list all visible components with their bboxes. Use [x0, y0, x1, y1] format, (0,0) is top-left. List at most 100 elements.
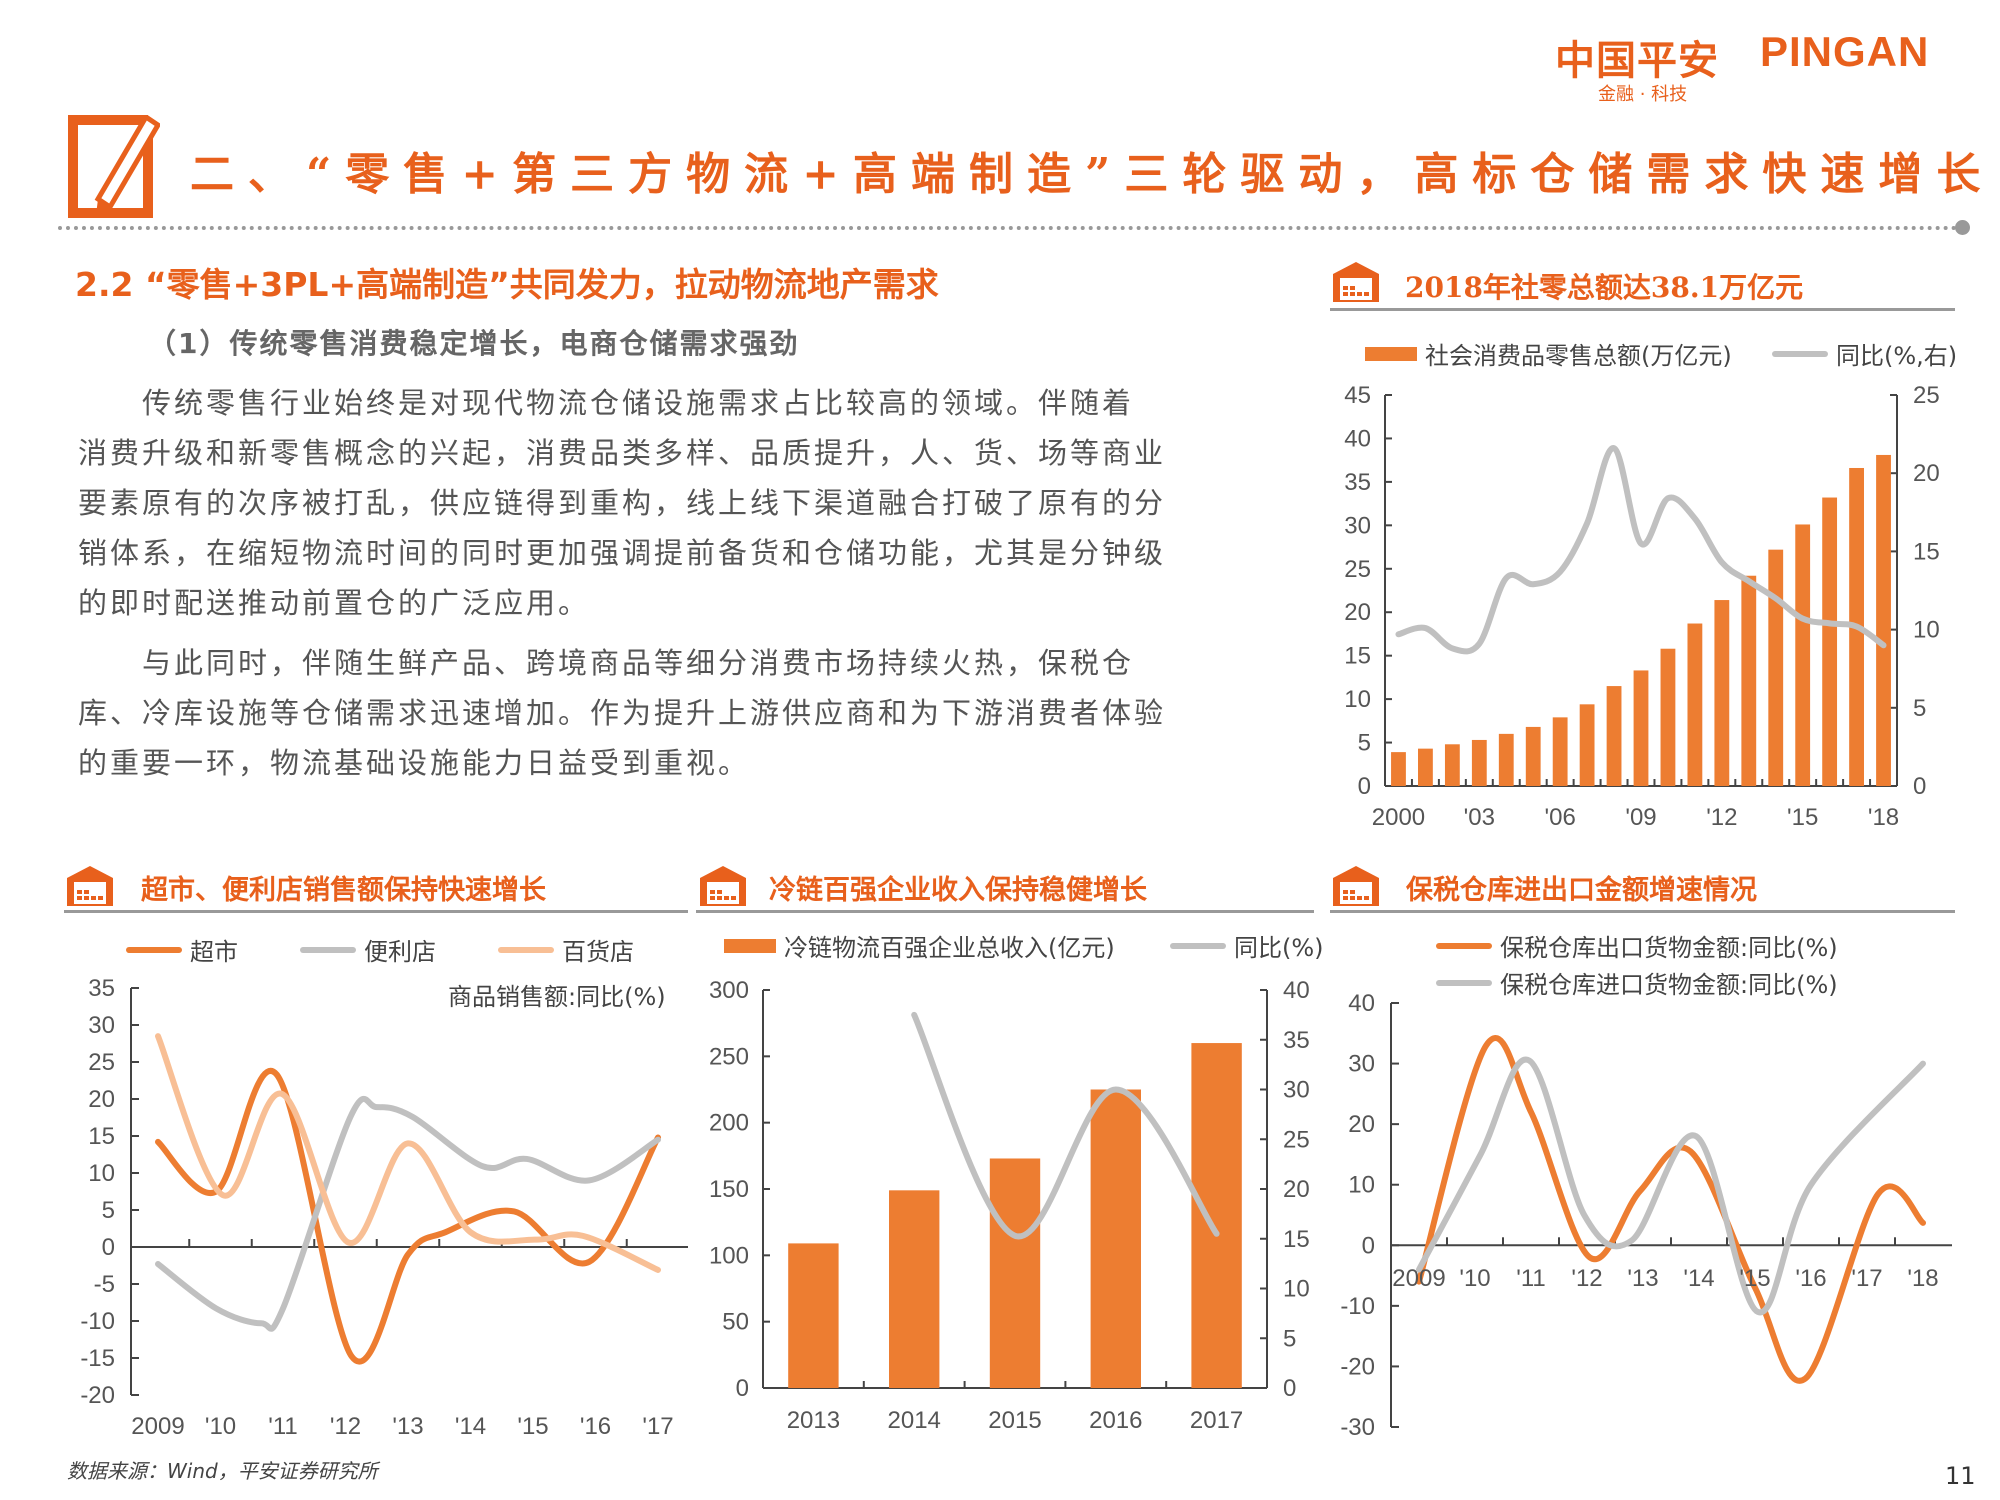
- legend-label: 同比(%): [1234, 934, 1324, 962]
- paragraph-line: 要素原有的次序被打乱，供应链得到重构，线上线下渠道融合打破了原有的分: [78, 486, 1167, 520]
- x-tick-label: '18: [1907, 1265, 1938, 1292]
- data-source: 数据来源：Wind，平安证券研究所: [67, 1459, 378, 1483]
- y-tick-label-left: 15: [1344, 643, 1371, 670]
- panel-divider: [64, 910, 688, 913]
- y-tick-label-left: 100: [709, 1242, 749, 1269]
- y-tick-label: -10: [1340, 1293, 1375, 1320]
- y-tick-label-left: 5: [1358, 730, 1371, 757]
- y-tick-label: -20: [80, 1382, 115, 1409]
- paragraph-line: 销体系，在缩短物流时间的同时更加强调提前备货和仓储功能，尤其是分钟级: [78, 536, 1167, 570]
- x-tick-label: '15: [517, 1413, 548, 1440]
- x-tick-label: '14: [1683, 1265, 1714, 1292]
- legend-label: 同比(%,右): [1836, 342, 1958, 370]
- bar: [989, 1158, 1041, 1388]
- bar: [1391, 752, 1406, 786]
- bar: [1714, 600, 1730, 786]
- x-tick-label: 2017: [1190, 1407, 1243, 1434]
- y-tick-label-left: 150: [709, 1176, 749, 1203]
- y-tick-label-right: 5: [1913, 695, 1926, 722]
- pencil-icon: [68, 113, 162, 218]
- legend-retail-total: 社会消费品零售总额(万亿元): [1365, 336, 1732, 371]
- warehouse-icon: [67, 866, 113, 906]
- logo-tagline: 金融 · 科技: [1598, 84, 1688, 105]
- legend-swatch: [1365, 346, 1417, 361]
- y-tick-label-left: 50: [722, 1309, 749, 1336]
- chart-title-cold-chain: 冷链百强企业收入保持稳健增长: [769, 875, 1147, 906]
- legend-convenience: 便利店: [300, 932, 436, 967]
- bar: [1579, 704, 1595, 786]
- title-divider: [58, 226, 1958, 230]
- y-tick-label-left: 40: [1344, 425, 1371, 452]
- x-tick-label: '03: [1464, 804, 1495, 831]
- x-tick-label: '11: [268, 1413, 298, 1440]
- series-line: [155, 1068, 661, 1365]
- bar: [1191, 1043, 1242, 1388]
- chart-3: -30 -20 -10 0 10 20 30 40 2009 '10 '11 '12 '13 '14 '15…: [1340, 990, 1952, 1441]
- y-tick-label-left: 250: [709, 1043, 749, 1070]
- x-tick-label: '10: [205, 1413, 236, 1440]
- y-tick-label-left: 45: [1344, 382, 1371, 409]
- y-tick-label-right: 10: [1913, 617, 1940, 644]
- page-title: 二、“零售+第三方物流+高端制造”三轮驱动，高标仓储需求快速增长: [190, 149, 1995, 200]
- y-tick-label-right: 40: [1283, 977, 1310, 1004]
- x-tick-label: 2000: [1372, 804, 1425, 831]
- y-tick-label: -15: [80, 1345, 115, 1372]
- series-line: [155, 1095, 661, 1332]
- y-tick-label-right: 0: [1913, 773, 1926, 800]
- bar: [1606, 686, 1622, 786]
- paragraph-line: 消费升级和新零售概念的兴起，消费品类多样、品质提升，人、货、场等商业: [78, 436, 1167, 470]
- legend-swatch: [1436, 979, 1492, 986]
- chart-title-bonded: 保税仓库进出口金额增速情况: [1406, 875, 1757, 906]
- legend-swatch: [1170, 942, 1226, 949]
- x-tick-label: '16: [580, 1413, 611, 1440]
- bar: [1552, 717, 1568, 786]
- bar: [1498, 733, 1514, 786]
- y-tick-label-left: 10: [1344, 686, 1371, 713]
- page-number: 11: [1945, 1462, 1976, 1490]
- chart-1: -20 -15 -10 -5 0 5 10 15 20 25 30 35 2009 '10 '11 '12 '1…: [80, 975, 688, 1440]
- legend-retail-yoy: 同比(%,右): [1772, 336, 1957, 371]
- y-tick-label-right: 15: [1913, 538, 1940, 565]
- section-heading: 2.2 “零售+3PL+高端制造”共同发力，拉动物流地产需求: [75, 265, 939, 304]
- y-tick-label-right: 25: [1913, 382, 1940, 409]
- y-tick-label-left: 200: [709, 1110, 749, 1137]
- legend-swatch: [126, 946, 182, 953]
- section-subheading: （1）传统零售消费稳定增长，电商仓储需求强劲: [148, 327, 800, 360]
- paragraph-line: 的重要一环，物流基础设施能力日益受到重视。: [78, 746, 751, 780]
- paragraph-1: 传统零售行业始终是对现代物流仓储设施需求占比较高的领域。伴随着 消费升级和新零售…: [78, 378, 1218, 628]
- y-tick-label: 20: [88, 1086, 115, 1113]
- y-tick-label: -10: [80, 1308, 115, 1335]
- x-tick-label: '10: [1459, 1265, 1490, 1292]
- y-tick-label-left: 300: [709, 977, 749, 1004]
- bar: [1525, 726, 1541, 786]
- legend-label: 社会消费品零售总额(万亿元): [1425, 342, 1732, 370]
- x-tick-label: '14: [455, 1413, 486, 1440]
- x-tick-label: '17: [642, 1413, 673, 1440]
- y-tick-label-right: 10: [1283, 1276, 1310, 1303]
- warehouse-icon: [1333, 866, 1379, 906]
- legend-swatch: [498, 946, 554, 953]
- logo-chinese: 中国平安: [1555, 38, 1719, 84]
- x-tick-label: '11: [1516, 1265, 1546, 1292]
- legend-label: 冷链物流百强企业总收入(亿元): [784, 934, 1115, 962]
- x-tick-label: 2015: [988, 1407, 1041, 1434]
- legend-swatch: [724, 938, 776, 953]
- bar: [1795, 524, 1811, 786]
- y-tick-label: 35: [88, 975, 115, 1002]
- panel-divider: [1330, 308, 1955, 311]
- y-tick-label-right: 20: [1913, 460, 1940, 487]
- y-tick-label: 40: [1348, 990, 1375, 1017]
- legend-cold-chain-revenue: 冷链物流百强企业总收入(亿元): [724, 928, 1115, 963]
- bar: [1660, 648, 1676, 786]
- legend-label: 保税仓库进口货物金额:同比(%): [1500, 971, 1838, 999]
- bar: [1822, 497, 1838, 786]
- series-line: [1416, 1035, 1926, 1384]
- x-tick-label: 2013: [787, 1407, 840, 1434]
- legend-cold-chain-yoy: 同比(%): [1170, 928, 1324, 963]
- series-line: [1416, 1056, 1926, 1316]
- bar: [1687, 623, 1703, 786]
- x-tick-label: '12: [330, 1413, 361, 1440]
- warehouse-icon: [1333, 262, 1379, 302]
- x-tick-label: '13: [1627, 1265, 1658, 1292]
